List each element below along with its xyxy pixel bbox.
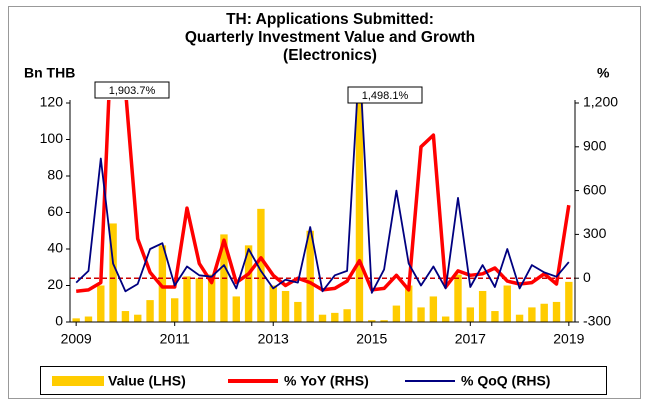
bar [478,290,487,322]
bar [294,301,302,322]
bar [429,296,438,322]
bar [158,245,167,322]
bar [183,276,191,322]
x-tick-label: 2015 [356,331,387,347]
bar [417,307,425,322]
bar [368,320,376,322]
x-tick-label: 2013 [258,331,289,347]
y2-tick-label: 0 [583,269,591,285]
y-tick-label: 60 [47,203,63,219]
chart-title: TH: Applications Submitted: [226,11,434,28]
bar [195,278,204,322]
annotation-box [347,86,423,104]
y2-tick-label: -300 [583,313,611,329]
chart-border [8,6,641,399]
bar [528,307,536,322]
legend-label: Value (LHS) [108,373,186,389]
line-series [75,100,570,294]
bar [454,274,462,322]
y2-tick-label: 300 [583,225,607,241]
bar [146,300,154,322]
bar [552,301,561,322]
chart-title: Quarterly Investment Value and Growth [185,29,475,46]
y-tick-label: 80 [47,167,63,183]
y-axis-label: Bn THB [24,65,75,81]
bar [84,316,93,322]
lines-group [75,100,571,294]
bar [331,312,339,322]
x-tick-label: 2017 [455,331,486,347]
legend-swatch [52,376,104,386]
legend-label: % YoY (RHS) [284,373,369,389]
bar [343,309,351,322]
bar [207,274,216,322]
bar [540,303,548,322]
bar [306,230,314,322]
y2-tick-label: 600 [583,181,607,197]
annotation-box [94,81,170,99]
bar [441,316,450,322]
bar [281,290,290,322]
bar [244,245,253,322]
x-tick-label: 2011 [160,331,190,347]
y2-axis-label: % [597,65,610,81]
bar [121,311,130,322]
bar [72,318,80,322]
legend-label: % QoQ (RHS) [461,373,550,389]
bar [109,223,117,322]
bar [232,296,240,322]
bar [134,314,142,322]
annotation: 1,903.7% [109,85,156,97]
bar [97,285,105,322]
bar [503,285,511,322]
bar [171,298,179,322]
bar [318,314,327,322]
bar [515,314,524,322]
y-tick-label: 100 [40,130,64,146]
bar [565,281,573,322]
y-tick-label: 40 [47,240,63,256]
bar [392,305,401,322]
x-tick-label: 2009 [61,331,92,347]
y-tick-label: 20 [47,276,63,292]
bar [405,285,413,322]
bar [380,320,388,322]
y2-tick-label: 1,200 [583,94,618,110]
bar [269,285,277,322]
bar [355,103,364,322]
annotation: 1,498.1% [362,90,409,102]
y-tick-label: 0 [55,313,63,329]
y-tick-label: 120 [40,94,64,110]
bar [257,208,265,322]
x-tick-label: 2019 [553,331,584,347]
bar [491,311,499,322]
chart-title: (Electronics) [283,47,377,64]
legend-box [40,366,607,395]
bar [466,307,474,322]
y2-tick-label: 900 [583,138,607,154]
